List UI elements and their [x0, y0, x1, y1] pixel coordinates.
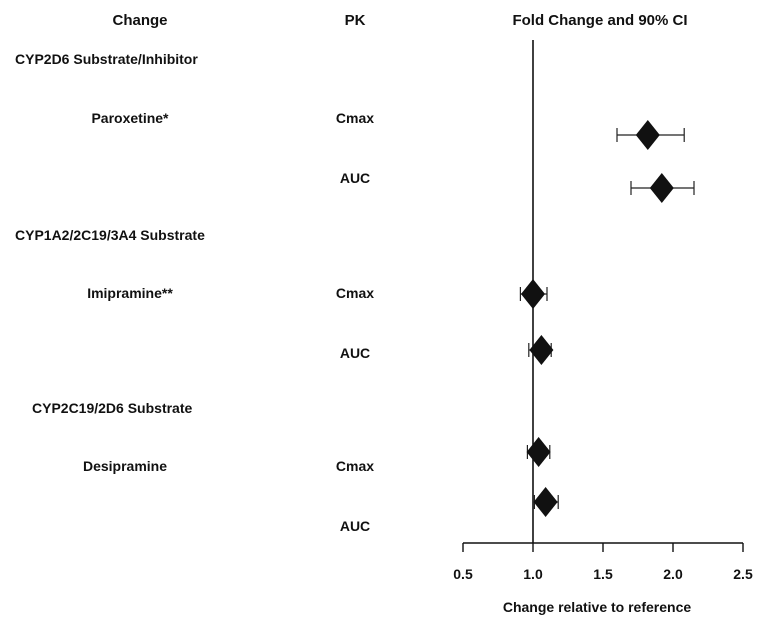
estimate-diamond-3-cmax	[527, 437, 551, 467]
header-change: Change	[112, 12, 167, 29]
x-tick-label-4: 2.0	[663, 566, 683, 582]
drug-label-1: Paroxetine*	[91, 110, 169, 126]
group-label-2: CYP1A2/2C19/3A4 Substrate	[15, 227, 205, 243]
estimate-diamond-3-auc	[534, 487, 558, 517]
pk-label-2-auc: AUC	[340, 345, 370, 361]
drug-label-2: Imipramine**	[87, 285, 173, 301]
estimate-diamond-1-auc	[650, 173, 674, 203]
pk-label-3-auc: AUC	[340, 518, 370, 534]
x-tick-label-3: 1.5	[593, 566, 613, 582]
estimate-diamond-1-cmax	[636, 120, 660, 150]
group-label-1: CYP2D6 Substrate/Inhibitor	[15, 51, 198, 67]
estimate-diamond-2-cmax	[521, 279, 545, 309]
x-axis-label: Change relative to reference	[503, 599, 692, 615]
x-tick-label-1: 0.5	[453, 566, 473, 582]
pk-label-3-cmax: Cmax	[336, 458, 374, 474]
pk-label-2-cmax: Cmax	[336, 285, 374, 301]
x-tick-label-5: 2.5	[733, 566, 753, 582]
x-tick-label-2: 1.0	[523, 566, 543, 582]
pk-label-1-cmax: Cmax	[336, 110, 374, 126]
drug-label-3: Desipramine	[83, 458, 167, 474]
plot-area: 0.5 1.0 1.5 2.0 2.5	[453, 40, 753, 582]
header-fold-change: Fold Change and 90% CI	[512, 12, 687, 29]
header-pk: PK	[345, 12, 366, 29]
group-label-3: CYP2C19/2D6 Substrate	[32, 400, 193, 416]
pk-label-1-auc: AUC	[340, 170, 370, 186]
